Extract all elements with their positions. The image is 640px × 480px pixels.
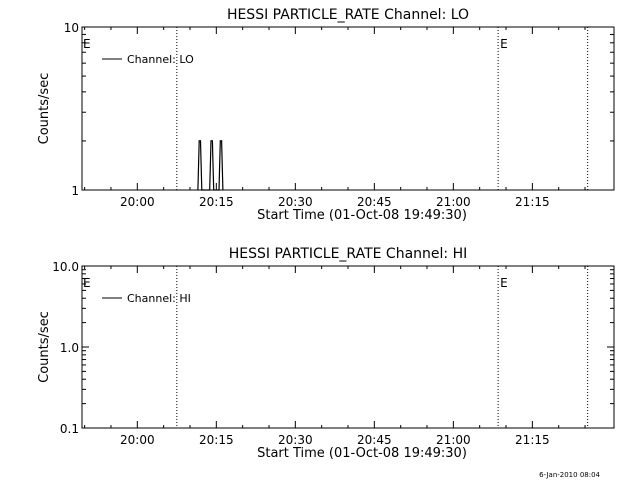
chart1-data-point [219,140,221,142]
chart1-title: HESSI PARTICLE_RATE Channel: LO [227,7,469,23]
chart1-x-tick-label: 20:00 [120,195,155,209]
chart1-y-axis-label: Counts/sec [37,73,52,145]
chart2-legend-label: Channel: HI [127,292,191,305]
chart2-y-tick-label: 0.1 [60,422,79,436]
chart2-edge-e-label: E [83,276,91,290]
chart2-plot-frame [81,265,615,429]
chart1-data-point [211,140,213,142]
chart1-data-point [218,189,220,191]
chart2-x-tick-label: 20:15 [199,433,234,447]
chart1-data-point [197,189,199,191]
chart1-x-tick-label: 21:15 [515,195,550,209]
chart2-x-axis-label: Start Time (01-Oct-08 19:49:30) [257,446,467,461]
chart2-x-tick-label: 21:15 [515,433,550,447]
footer-timestamp: 6-Jan-2010 08:04 [539,471,600,479]
chart1-x-tick-label: 21:00 [436,195,471,209]
chart2-y-tick-label: 1.0 [60,341,79,355]
chart1-event-line-label: E [500,37,508,51]
chart1-x-tick-label: 20:15 [199,195,234,209]
chart2-y-tick-label: 10.0 [52,260,79,274]
chart1-data-point [202,189,204,191]
chart1-data-point [210,140,212,142]
chart1-data-point [209,189,211,191]
chart1-data-point [199,140,202,142]
chart1-data-point [213,189,215,191]
chart1-data-point [220,140,223,142]
chart1-series-line [197,140,224,191]
chart2-x-tick-label: 20:00 [120,433,155,447]
chart1-y-tick-label: 1 [71,184,79,198]
chart1-x-axis-label: Start Time (01-Oct-08 19:49:30) [257,208,467,223]
chart1-legend-label: Channel: LO [127,53,194,66]
chart1-x-tick-label: 20:30 [278,195,313,209]
chart1-data-point [201,189,203,191]
chart2-x-tick-label: 21:00 [436,433,471,447]
chart1-data-point [222,189,224,191]
chart1-data-point [198,140,200,142]
chart2-event-line-label: E [500,276,508,290]
chart1-plot-frame [81,26,615,191]
chart2-x-tick-label: 20:45 [357,433,392,447]
chart2-y-axis-label: Counts/sec [37,311,52,383]
chart1-y-tick-label: 10 [64,21,79,35]
chart1-x-tick-label: 20:45 [357,195,392,209]
chart2-title: HESSI PARTICLE_RATE Channel: HI [229,246,467,262]
chart2-x-tick-label: 20:30 [278,433,313,447]
chart1-edge-e-label: E [83,37,91,51]
